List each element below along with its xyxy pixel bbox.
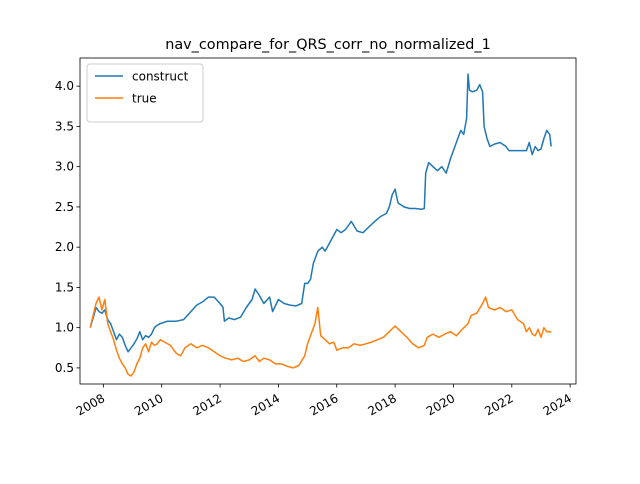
y-tick-label: 3.0 xyxy=(55,160,74,174)
plot-frame xyxy=(79,57,577,385)
legend-label-construct: construct xyxy=(132,70,189,84)
y-tick-label: 4.0 xyxy=(55,79,74,93)
y-tick-label: 1.0 xyxy=(55,321,74,335)
x-tick-label: 2024 xyxy=(541,391,574,418)
series-layer xyxy=(89,73,552,377)
legend-box xyxy=(86,63,204,123)
legend-label-true: true xyxy=(132,92,157,106)
x-tick-label: 2012 xyxy=(190,391,223,418)
x-tick-label: 2010 xyxy=(132,391,165,418)
legend: construct true xyxy=(86,63,204,123)
x-tick-label: 2020 xyxy=(424,391,457,418)
series-line-construct xyxy=(89,73,552,353)
x-tick-label: 2008 xyxy=(74,391,107,418)
x-axis: 2008 2010 2012 2014 2016 2018 2020 2022 2024 xyxy=(74,384,574,418)
y-tick-label: 3.5 xyxy=(55,119,74,133)
y-tick-label: 0.5 xyxy=(55,361,74,375)
x-tick-label: 2022 xyxy=(482,391,515,418)
series-line-true xyxy=(89,296,552,377)
y-tick-label: 2.5 xyxy=(55,200,74,214)
y-tick-label: 1.5 xyxy=(55,280,74,294)
x-tick-label: 2016 xyxy=(307,391,340,418)
y-tick-label: 2.0 xyxy=(55,240,74,254)
y-axis: 0.5 1.0 1.5 2.0 2.5 3.0 3.5 4.0 xyxy=(55,79,80,375)
chart-title: nav_compare_for_QRS_corr_no_normalized_1 xyxy=(165,37,491,53)
x-tick-label: 2018 xyxy=(366,391,399,418)
x-tick-label: 2014 xyxy=(249,391,282,418)
